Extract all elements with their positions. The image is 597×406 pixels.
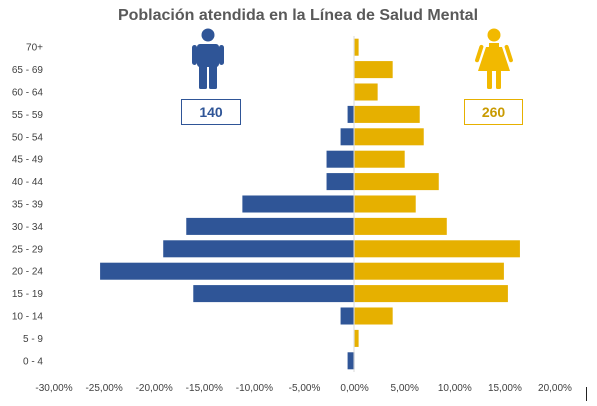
female-bar-5-9 <box>354 329 359 347</box>
male-bar-40-44 <box>326 173 355 191</box>
x-tick-label: -20,00% <box>136 383 173 394</box>
female-bar-50-54 <box>354 128 424 146</box>
male-bar-55-59 <box>347 105 355 123</box>
chart-title: Población atendida en la Línea de Salud … <box>118 7 478 24</box>
female-count-box: 260 <box>464 99 523 125</box>
female-bar-15-19 <box>354 285 508 303</box>
man-icon <box>192 28 224 89</box>
y-tick-label: 50 - 54 <box>12 132 44 143</box>
y-tick-label: 70+ <box>26 43 43 54</box>
x-tick-label: -5,00% <box>289 383 321 394</box>
x-tick-label: -30,00% <box>35 383 72 394</box>
x-tick-label: 20,00% <box>538 383 572 394</box>
y-tick-label: 0 - 4 <box>23 356 43 367</box>
y-tick-label: 5 - 9 <box>23 334 43 345</box>
male-bar-50-54 <box>340 128 355 146</box>
female-bar-55-59 <box>354 105 420 123</box>
female-bar-70plus <box>354 38 359 56</box>
y-tick-label: 15 - 19 <box>12 289 44 300</box>
y-tick-label: 60 - 64 <box>12 88 44 99</box>
male-bar-30-34 <box>186 217 355 235</box>
y-tick-label: 25 - 29 <box>12 244 44 255</box>
x-tick-label: 10,00% <box>438 383 472 394</box>
y-tick-label: 10 - 14 <box>12 312 44 323</box>
x-tick-label: -10,00% <box>236 383 273 394</box>
x-tick-label: 0,00% <box>340 383 368 394</box>
female-bar-45-49 <box>354 150 405 168</box>
text-cursor <box>586 387 587 401</box>
x-tick-label: -25,00% <box>85 383 122 394</box>
x-axis-labels: -30,00% -25,00% -20,00% -15,00% -10,00% -5,00… <box>35 383 572 394</box>
y-tick-label: 40 - 44 <box>12 177 44 188</box>
y-tick-label: 65 - 69 <box>12 65 44 76</box>
female-bar-40-44 <box>354 173 439 191</box>
male-bar-25-29 <box>163 240 355 258</box>
x-tick-label: 15,00% <box>488 383 522 394</box>
male-bar-10-14 <box>340 307 355 325</box>
female-bar-25-29 <box>354 240 520 258</box>
female-bar-35-39 <box>354 195 416 213</box>
male-bar-15-19 <box>193 285 355 303</box>
female-bar-20-24 <box>354 262 504 280</box>
bars-group <box>100 38 520 370</box>
y-tick-label: 20 - 24 <box>12 267 44 278</box>
y-tick-label: 35 - 39 <box>12 200 44 211</box>
female-bar-65-69 <box>354 61 393 79</box>
x-tick-label: 5,00% <box>391 383 419 394</box>
y-tick-label: 30 - 34 <box>12 222 44 233</box>
woman-icon <box>475 28 513 89</box>
female-bar-60-64 <box>354 83 378 101</box>
male-bar-20-24 <box>100 262 355 280</box>
x-tick-label: -15,00% <box>186 383 223 394</box>
female-bar-30-34 <box>354 217 447 235</box>
male-bar-35-39 <box>242 195 355 213</box>
male-bar-0-4 <box>347 352 355 370</box>
y-tick-label: 55 - 59 <box>12 110 44 121</box>
male-count-box: 140 <box>181 99 241 125</box>
female-bar-10-14 <box>354 307 393 325</box>
y-tick-label: 45 - 49 <box>12 155 44 166</box>
male-bar-45-49 <box>326 150 355 168</box>
y-axis-labels: 0 - 4 5 - 9 10 - 14 15 - 19 20 - 24 25 - 29 30… <box>12 43 44 368</box>
